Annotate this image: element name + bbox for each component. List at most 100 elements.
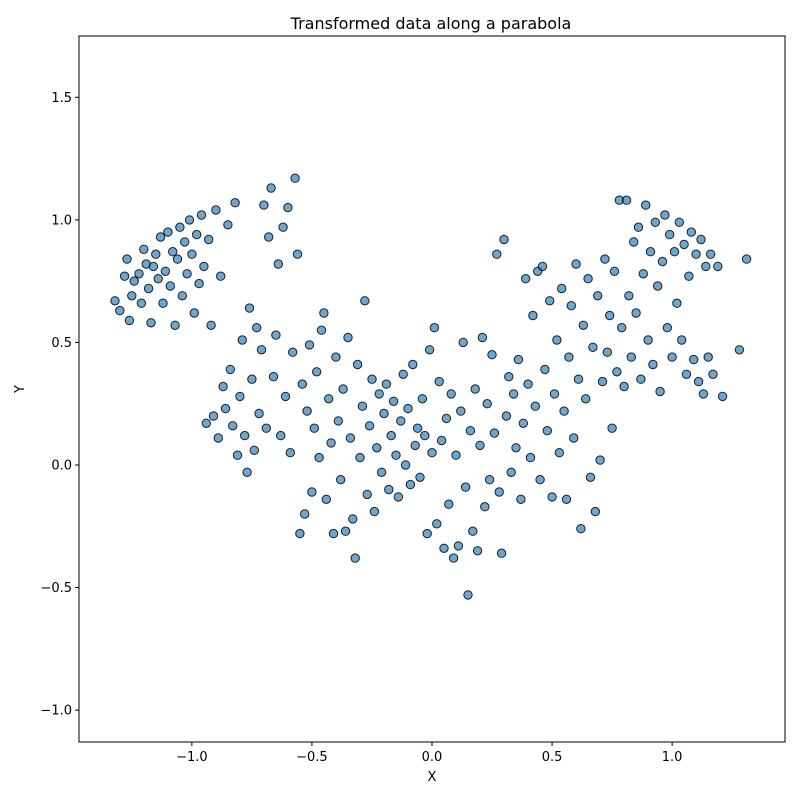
data-point	[686, 227, 696, 237]
data-point	[693, 376, 704, 387]
data-point	[403, 403, 413, 414]
y-tick-label: 1.5	[51, 91, 72, 106]
x-axis-label: X	[428, 770, 437, 785]
data-point	[537, 261, 548, 272]
data-point	[535, 475, 545, 485]
data-point	[312, 367, 322, 377]
data-point	[278, 222, 288, 232]
data-point	[119, 271, 130, 281]
data-point	[456, 406, 466, 416]
data-point	[292, 249, 303, 259]
data-point	[545, 296, 555, 306]
x-tick-label: −0.5	[296, 750, 328, 765]
data-point	[177, 291, 188, 301]
data-point	[468, 526, 478, 536]
data-point	[307, 487, 317, 497]
data-point	[552, 335, 562, 345]
data-point	[595, 455, 605, 465]
data-point	[410, 440, 420, 451]
data-point	[566, 301, 576, 311]
data-point	[662, 323, 672, 333]
data-point	[235, 391, 245, 402]
data-point	[151, 249, 161, 259]
data-point	[576, 524, 586, 534]
data-point	[331, 352, 341, 362]
data-point	[242, 467, 252, 477]
data-point	[451, 450, 461, 460]
data-point	[304, 340, 315, 350]
data-point	[316, 325, 327, 335]
y-tick-label: −1.0	[40, 704, 72, 719]
data-point	[605, 310, 615, 321]
data-point	[619, 381, 629, 392]
data-point	[674, 217, 684, 228]
data-point	[581, 394, 591, 404]
data-point	[655, 386, 665, 397]
data-point	[372, 443, 382, 453]
data-point	[201, 418, 212, 428]
data-point	[561, 494, 572, 504]
data-point	[523, 379, 533, 389]
data-point	[146, 318, 156, 328]
data-point	[405, 479, 416, 490]
data-point	[321, 494, 331, 504]
data-point	[230, 198, 240, 208]
data-point	[641, 200, 651, 210]
data-point	[547, 492, 557, 502]
data-point	[218, 381, 228, 392]
data-point	[734, 345, 745, 355]
data-point	[708, 369, 718, 379]
data-point	[518, 418, 528, 428]
data-point	[549, 389, 560, 399]
data-point	[441, 413, 452, 424]
data-point	[336, 475, 346, 485]
data-point	[521, 274, 531, 284]
data-point	[638, 269, 648, 279]
data-point	[264, 232, 274, 242]
data-point	[388, 396, 399, 406]
data-point	[355, 452, 365, 463]
data-point	[653, 281, 663, 291]
data-point	[487, 350, 497, 360]
data-point	[266, 183, 276, 193]
data-point	[489, 428, 500, 438]
data-point	[158, 298, 168, 308]
data-point	[573, 374, 584, 384]
data-point	[244, 303, 255, 313]
data-point	[684, 271, 694, 281]
data-point	[427, 448, 437, 458]
data-point	[160, 266, 171, 276]
data-point	[626, 352, 636, 362]
data-point	[338, 384, 348, 394]
data-point	[480, 502, 490, 512]
data-point	[477, 332, 488, 343]
data-point	[417, 394, 428, 404]
data-point	[612, 367, 622, 377]
data-point	[357, 401, 368, 411]
data-point	[348, 514, 358, 524]
data-point	[597, 376, 608, 387]
data-point	[237, 335, 248, 345]
data-point	[268, 372, 279, 382]
data-point	[513, 354, 524, 365]
data-point	[192, 229, 202, 240]
data-point	[602, 347, 612, 357]
data-point	[494, 487, 504, 497]
data-point	[343, 332, 353, 343]
data-point	[211, 205, 221, 215]
data-point	[196, 210, 207, 220]
data-point	[669, 247, 680, 257]
data-point	[472, 546, 483, 556]
data-point	[465, 426, 476, 436]
data-point	[448, 553, 459, 563]
data-point	[583, 274, 593, 284]
data-point	[665, 229, 675, 240]
data-point	[525, 452, 536, 463]
data-point	[194, 278, 204, 289]
data-point	[415, 472, 425, 482]
data-point	[691, 249, 701, 259]
data-point	[240, 430, 250, 441]
data-point	[681, 369, 692, 379]
data-point	[352, 359, 363, 370]
data-point	[436, 435, 447, 446]
